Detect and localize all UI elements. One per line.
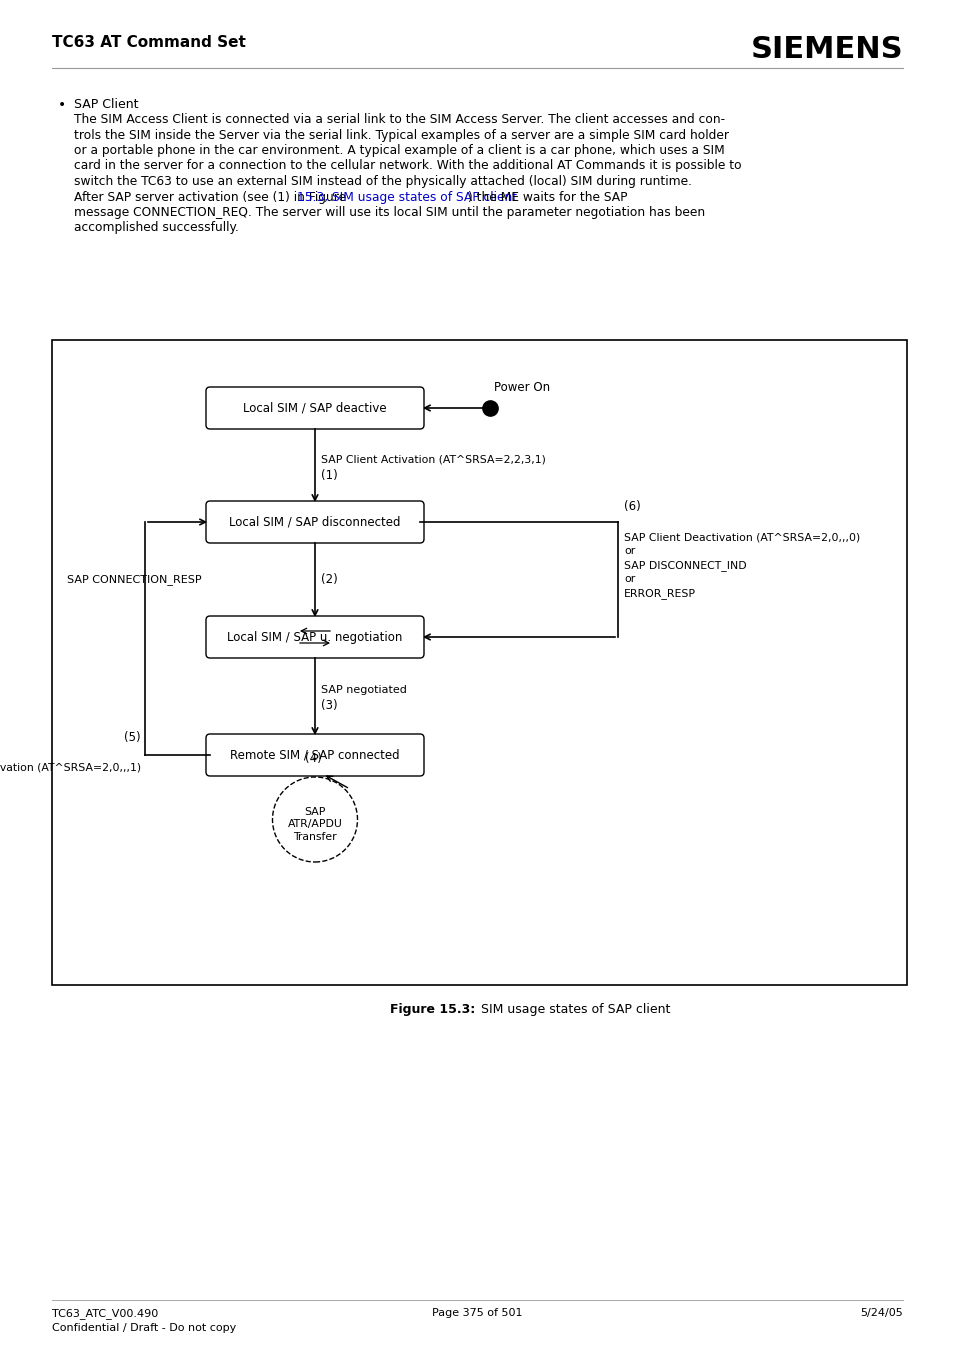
Text: SAP Client Activation (AT^SRSA=2,2,3,1): SAP Client Activation (AT^SRSA=2,2,3,1) bbox=[320, 454, 545, 463]
Text: or: or bbox=[623, 546, 635, 557]
Text: SAP negotiated: SAP negotiated bbox=[320, 685, 406, 694]
Text: trols the SIM inside the Server via the serial link. Typical examples of a serve: trols the SIM inside the Server via the … bbox=[74, 128, 728, 142]
Text: (1): (1) bbox=[320, 469, 337, 481]
Text: SAP CONNECTION_RESP: SAP CONNECTION_RESP bbox=[68, 574, 202, 585]
Text: (2): (2) bbox=[320, 573, 337, 586]
Text: SAP Client: SAP Client bbox=[74, 99, 138, 111]
Text: Local SIM / SAP deactive: Local SIM / SAP deactive bbox=[243, 401, 386, 415]
Text: After SAP server activation (see (1) in Figure: After SAP server activation (see (1) in … bbox=[74, 190, 350, 204]
Text: switch the TC63 to use an external SIM instead of the physically attached (local: switch the TC63 to use an external SIM i… bbox=[74, 176, 691, 188]
Text: Confidential / Draft - Do not copy: Confidential / Draft - Do not copy bbox=[52, 1323, 236, 1333]
Text: TC63_ATC_V00.490: TC63_ATC_V00.490 bbox=[52, 1308, 158, 1319]
Text: (3): (3) bbox=[320, 700, 337, 712]
Text: (5): (5) bbox=[124, 731, 141, 743]
FancyBboxPatch shape bbox=[206, 501, 423, 543]
Text: Local SIM / SAP disconnected: Local SIM / SAP disconnected bbox=[229, 516, 400, 528]
Text: SAP DISCONNECT_IND: SAP DISCONNECT_IND bbox=[623, 561, 746, 571]
Text: •: • bbox=[58, 99, 66, 112]
Text: SAP
ATR/APDU
Transfer: SAP ATR/APDU Transfer bbox=[287, 807, 342, 842]
Text: 5/24/05: 5/24/05 bbox=[860, 1308, 902, 1319]
Text: or a portable phone in the car environment. A typical example of a client is a c: or a portable phone in the car environme… bbox=[74, 145, 724, 157]
Text: accomplished successfully.: accomplished successfully. bbox=[74, 222, 238, 235]
Text: (6): (6) bbox=[623, 500, 640, 513]
Text: message CONNECTION_REQ. The server will use its local SIM until the parameter ne: message CONNECTION_REQ. The server will … bbox=[74, 205, 704, 219]
Text: or: or bbox=[623, 574, 635, 584]
Text: SIEMENS: SIEMENS bbox=[750, 35, 902, 63]
Text: SIM usage states of SAP client: SIM usage states of SAP client bbox=[476, 1002, 670, 1016]
Text: TC63 AT Command Set: TC63 AT Command Set bbox=[52, 35, 246, 50]
Text: Remote SIM / SAP connected: Remote SIM / SAP connected bbox=[230, 748, 399, 762]
Text: SAP Client Deactivation (AT^SRSA=2,0,,,0): SAP Client Deactivation (AT^SRSA=2,0,,,0… bbox=[623, 532, 860, 542]
FancyBboxPatch shape bbox=[206, 386, 423, 430]
FancyBboxPatch shape bbox=[206, 616, 423, 658]
Text: Figure 15.3:: Figure 15.3: bbox=[390, 1002, 475, 1016]
Bar bbox=[52, 340, 906, 985]
FancyBboxPatch shape bbox=[206, 734, 423, 775]
Text: SAP Client Deactivation (AT^SRSA=2,0,,,1): SAP Client Deactivation (AT^SRSA=2,0,,,1… bbox=[0, 762, 141, 771]
Text: (4): (4) bbox=[304, 753, 321, 765]
Text: ERROR_RESP: ERROR_RESP bbox=[623, 588, 696, 598]
Text: ) the ME waits for the SAP: ) the ME waits for the SAP bbox=[468, 190, 627, 204]
Text: card in the server for a connection to the cellular network. With the additional: card in the server for a connection to t… bbox=[74, 159, 740, 173]
Text: Local SIM / SAP u. negotiation: Local SIM / SAP u. negotiation bbox=[227, 631, 402, 643]
Text: 15.3, SIM usage states of SAP client: 15.3, SIM usage states of SAP client bbox=[297, 190, 517, 204]
Text: Power On: Power On bbox=[494, 381, 550, 394]
Text: The SIM Access Client is connected via a serial link to the SIM Access Server. T: The SIM Access Client is connected via a… bbox=[74, 113, 724, 126]
Text: Page 375 of 501: Page 375 of 501 bbox=[432, 1308, 521, 1319]
